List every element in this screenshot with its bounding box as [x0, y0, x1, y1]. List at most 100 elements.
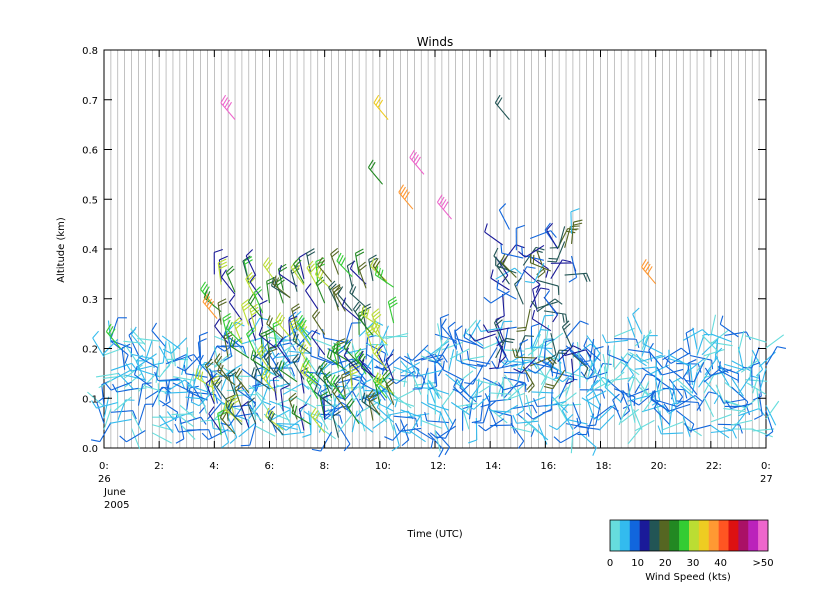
barb-flag	[515, 348, 519, 358]
wind-barb	[214, 318, 229, 344]
barb-staff	[161, 335, 181, 350]
wind-barb	[684, 361, 705, 383]
barb-staff	[670, 352, 691, 364]
barb-flag	[590, 379, 599, 387]
barb-staff	[606, 349, 611, 372]
wind-barb	[565, 371, 587, 379]
barb-flag	[501, 274, 509, 283]
barb-staff	[710, 429, 733, 434]
barb-staff	[214, 325, 229, 344]
barb-flag	[306, 260, 314, 269]
wind-barb	[102, 375, 125, 379]
barb-flag	[319, 259, 325, 268]
barb-flag	[334, 377, 342, 386]
wind-barb	[374, 266, 394, 288]
barb-flag	[657, 380, 661, 390]
wind-barb	[672, 377, 681, 404]
barb-flag	[297, 424, 302, 434]
barb-flag	[107, 326, 114, 335]
wind-barb	[162, 337, 188, 354]
wind-barb	[305, 283, 319, 310]
barb-flag	[336, 252, 342, 262]
barb-staff	[655, 358, 658, 381]
barb-flag	[672, 401, 682, 405]
barb-flag	[246, 274, 254, 282]
barb-flag	[424, 412, 428, 422]
barb-staff	[765, 334, 785, 349]
barb-flag	[376, 377, 383, 386]
barb-staff	[365, 353, 385, 367]
wind-barb	[581, 397, 601, 410]
barb-flag	[214, 394, 219, 404]
wind-barb	[427, 432, 444, 458]
wind-barb	[415, 367, 443, 376]
barb-flag	[656, 367, 663, 376]
barb-flag	[535, 246, 545, 251]
wind-barb	[710, 429, 737, 439]
wind-barb	[723, 412, 746, 432]
barb-flag	[356, 350, 363, 359]
barb-flag	[753, 414, 763, 420]
barb-flag	[161, 386, 171, 389]
barb-flag	[400, 186, 406, 195]
barb-flag	[312, 410, 319, 419]
wind-barb	[437, 323, 443, 346]
barb-flag	[152, 358, 155, 368]
barb-staff	[421, 354, 443, 361]
barb-flag	[565, 314, 568, 324]
barb-flag	[368, 392, 376, 401]
barb-flag	[440, 199, 447, 208]
barb-staff	[524, 308, 531, 331]
barb-flag	[459, 379, 464, 388]
barb-flag	[373, 322, 379, 331]
barb-flag	[361, 392, 366, 402]
barb-flag	[229, 337, 234, 347]
barb-staff	[731, 412, 746, 431]
wind-barb	[372, 343, 388, 370]
barb-flag	[350, 367, 359, 373]
wind-barb	[557, 345, 582, 363]
barb-flag	[513, 368, 522, 374]
barb-staff	[164, 391, 187, 394]
barb-staff	[586, 390, 607, 402]
barb-staff	[262, 380, 271, 402]
barb-staff	[275, 354, 298, 359]
barb-flag	[214, 318, 221, 327]
barb-flag	[227, 268, 235, 276]
barb-staff	[421, 367, 429, 390]
wind-barb	[662, 347, 689, 361]
barb-staff	[680, 385, 698, 401]
barb-staff	[689, 424, 711, 432]
barb-staff	[338, 413, 353, 433]
barb-staff	[255, 392, 269, 412]
barb-staff	[234, 393, 258, 397]
barb-staff	[403, 365, 408, 388]
barb-flag	[206, 361, 214, 369]
barb-staff	[101, 384, 105, 407]
barb-staff	[186, 347, 189, 370]
wind-barb	[730, 419, 753, 426]
wind-barb	[543, 296, 559, 323]
barb-staff	[288, 350, 311, 355]
barb-staff	[469, 381, 484, 400]
barb-flag	[242, 301, 250, 309]
wind-barb	[676, 410, 695, 433]
barb-flag	[294, 405, 298, 415]
wind-barb	[490, 424, 516, 434]
barb-staff	[555, 241, 566, 263]
wind-barb	[531, 391, 554, 394]
wind-barb	[111, 369, 132, 381]
barb-staff	[495, 336, 507, 357]
x-axis-label: Time (UTC)	[406, 529, 462, 540]
barb-staff	[593, 369, 608, 388]
barb-flag	[198, 354, 204, 364]
barb-staff	[318, 355, 339, 366]
barb-staff	[330, 382, 346, 400]
wind-barb	[453, 378, 470, 403]
wind-barb	[211, 419, 236, 433]
barb-staff	[346, 405, 360, 425]
barb-staff	[134, 374, 153, 389]
wind-barb	[655, 355, 666, 381]
wind-barb	[204, 358, 215, 386]
wind-barb	[529, 356, 557, 367]
